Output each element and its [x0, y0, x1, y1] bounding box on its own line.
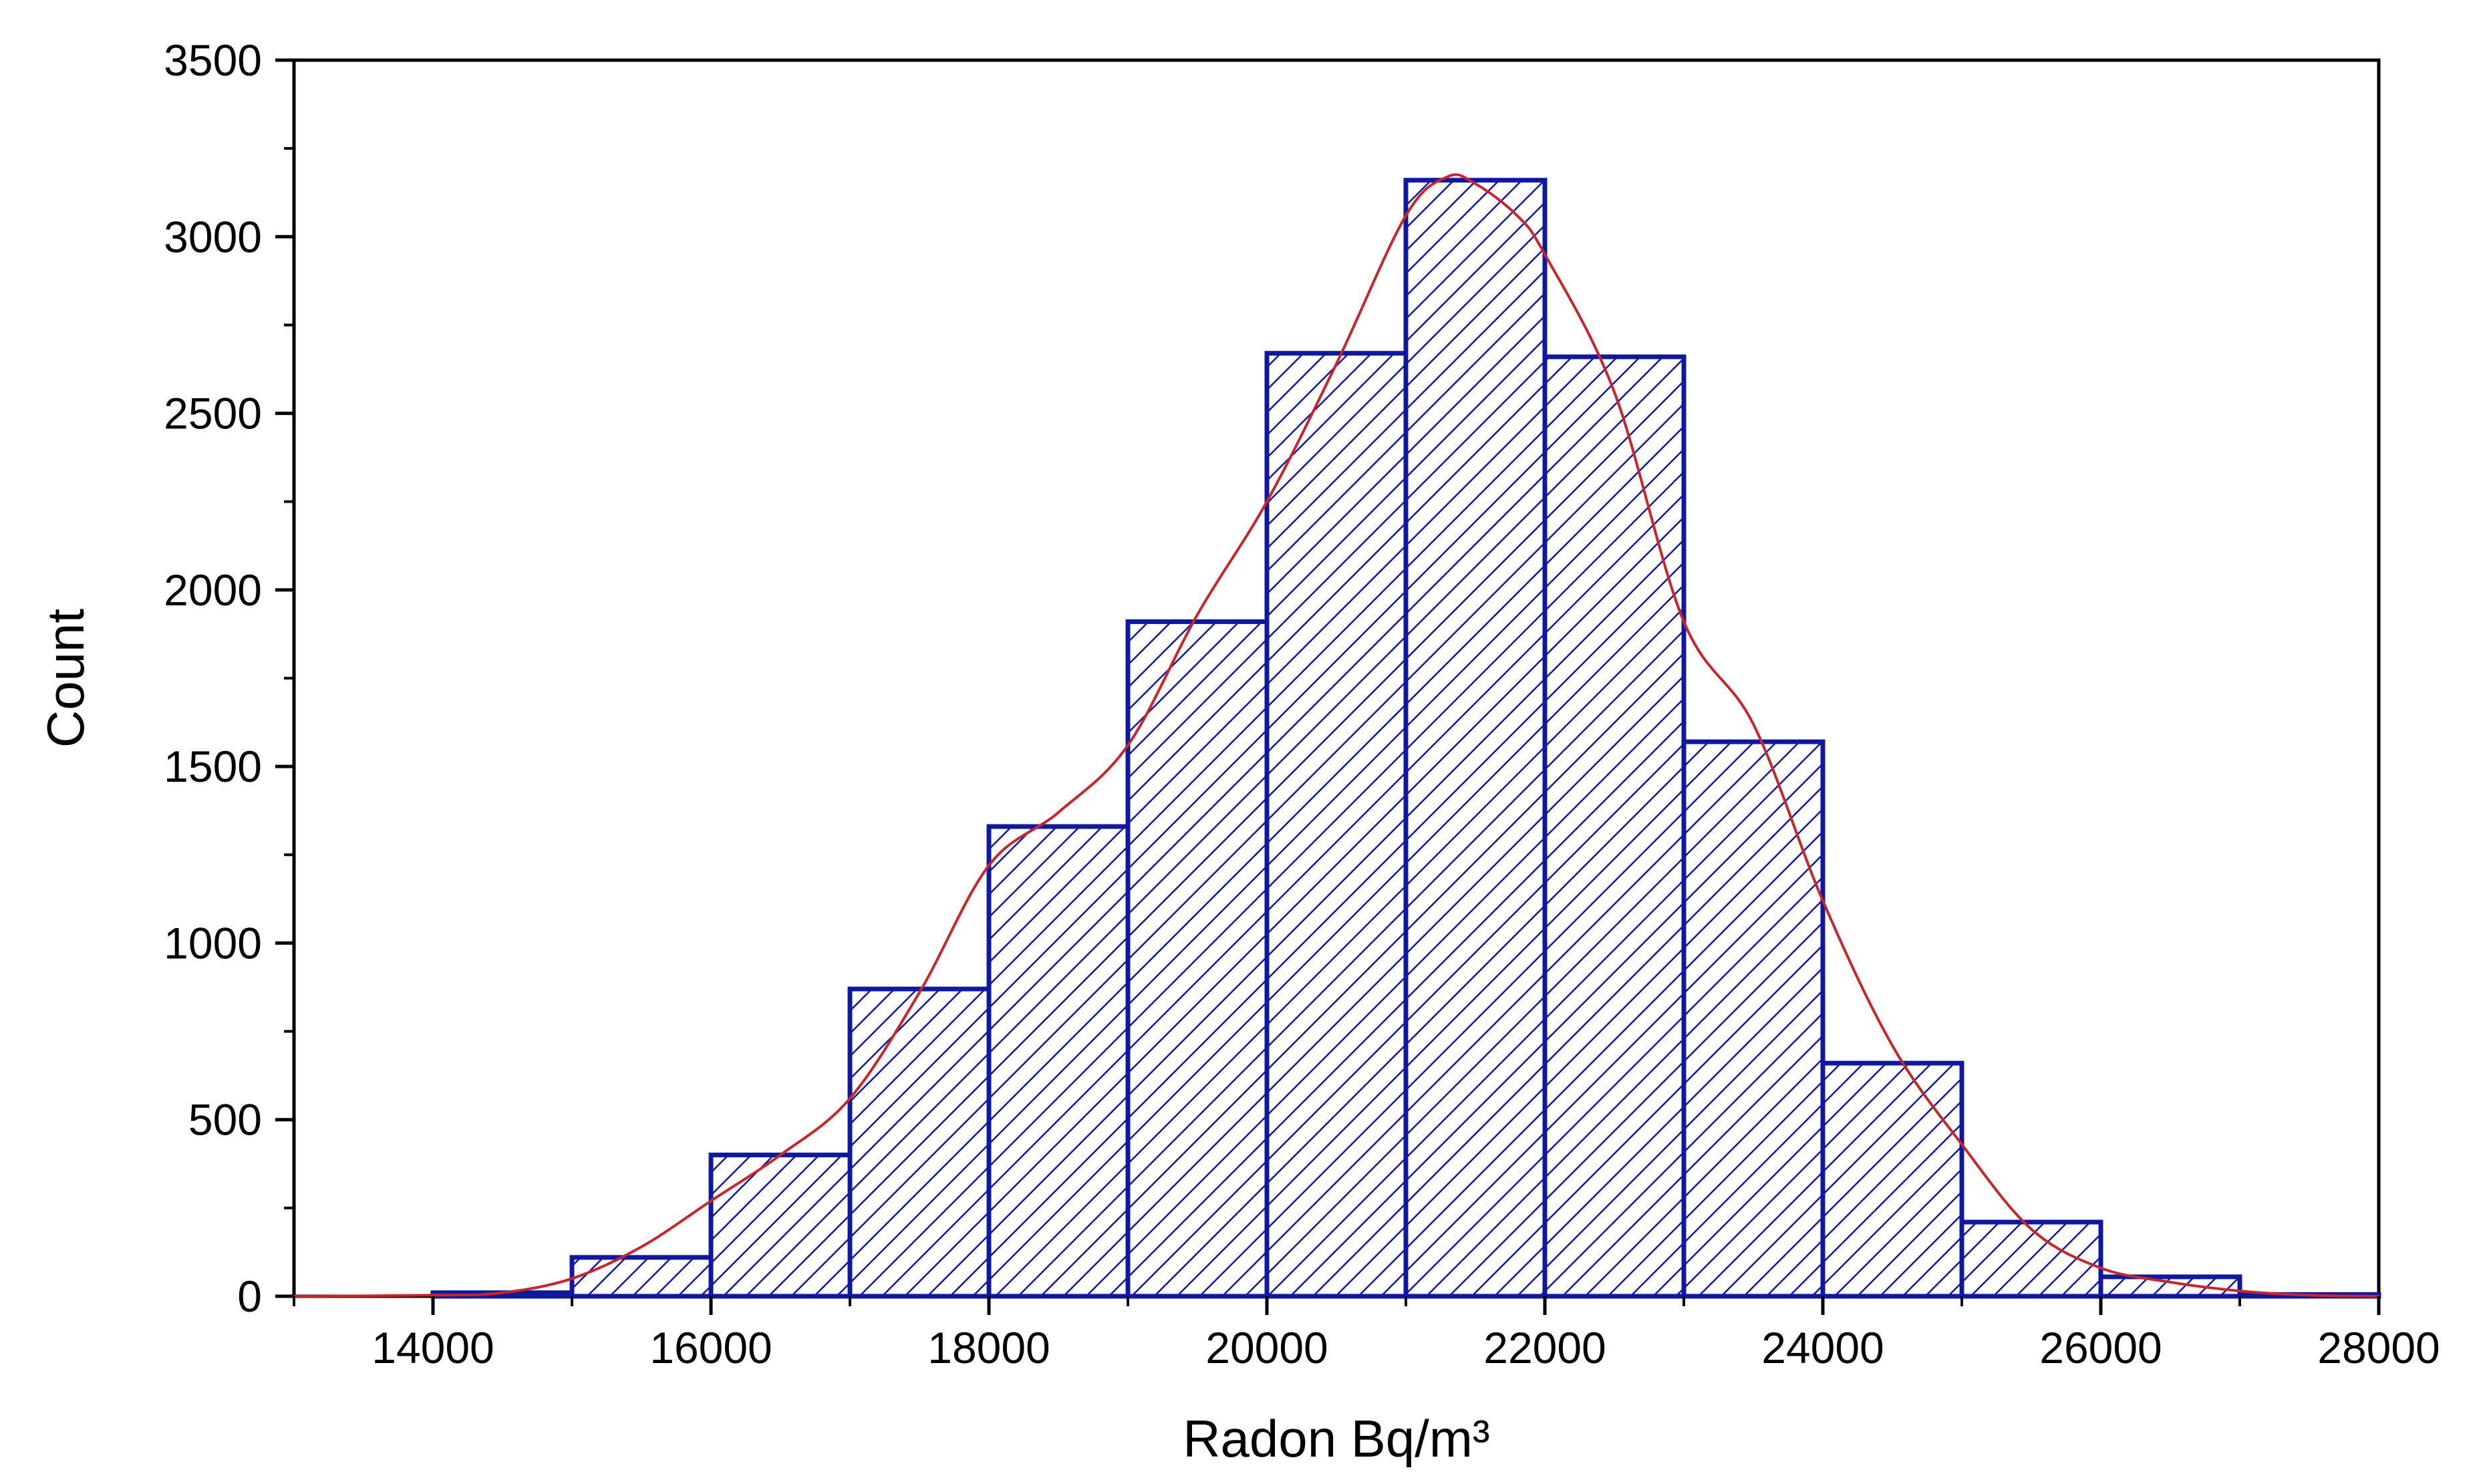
histogram-bar-8 — [1542, 354, 1687, 1299]
histogram-bar-7 — [1403, 178, 1548, 1299]
y-tick-label: 2000 — [164, 565, 262, 615]
histogram-bar-12 — [2098, 1274, 2242, 1299]
y-tick-label: 2500 — [164, 389, 262, 438]
x-tick-label: 24000 — [1761, 1323, 1884, 1372]
y-tick-label: 0 — [237, 1272, 262, 1321]
y-tick-label: 500 — [188, 1095, 262, 1145]
y-tick-label: 1500 — [164, 742, 262, 791]
y-axis-title: Count — [36, 609, 95, 748]
x-tick-label: 18000 — [927, 1323, 1050, 1372]
axes-layer: 0 500 1000 1500 2000 2500 3000 3500 14000 16000 18… — [164, 35, 2440, 1372]
histogram-bar-4 — [986, 824, 1131, 1299]
x-tick-label: 22000 — [1483, 1323, 1606, 1372]
x-axis-title: Radon Bq/m³ — [1183, 1409, 1490, 1468]
x-tick-label: 20000 — [1205, 1323, 1328, 1372]
histogram-bar-3 — [847, 986, 992, 1299]
y-tick-label: 3500 — [164, 35, 262, 85]
x-tick-label: 16000 — [649, 1323, 772, 1372]
histogram-bar-5 — [1125, 619, 1270, 1299]
histogram-bar-1 — [569, 1255, 714, 1299]
x-tick-label: 14000 — [372, 1323, 494, 1372]
x-tick-label: 28000 — [2317, 1323, 2440, 1372]
y-tick-label: 1000 — [164, 918, 262, 968]
bars-layer — [430, 178, 2381, 1299]
histogram-bar-2 — [708, 1153, 853, 1299]
fit-curve — [293, 173, 2379, 1298]
y-tick-label: 3000 — [164, 212, 262, 261]
histogram-bar-10 — [1820, 1060, 1964, 1299]
histogram-bar-6 — [1264, 351, 1409, 1299]
x-tick-label: 26000 — [2039, 1323, 2162, 1372]
histogram-bar-9 — [1681, 739, 1826, 1299]
